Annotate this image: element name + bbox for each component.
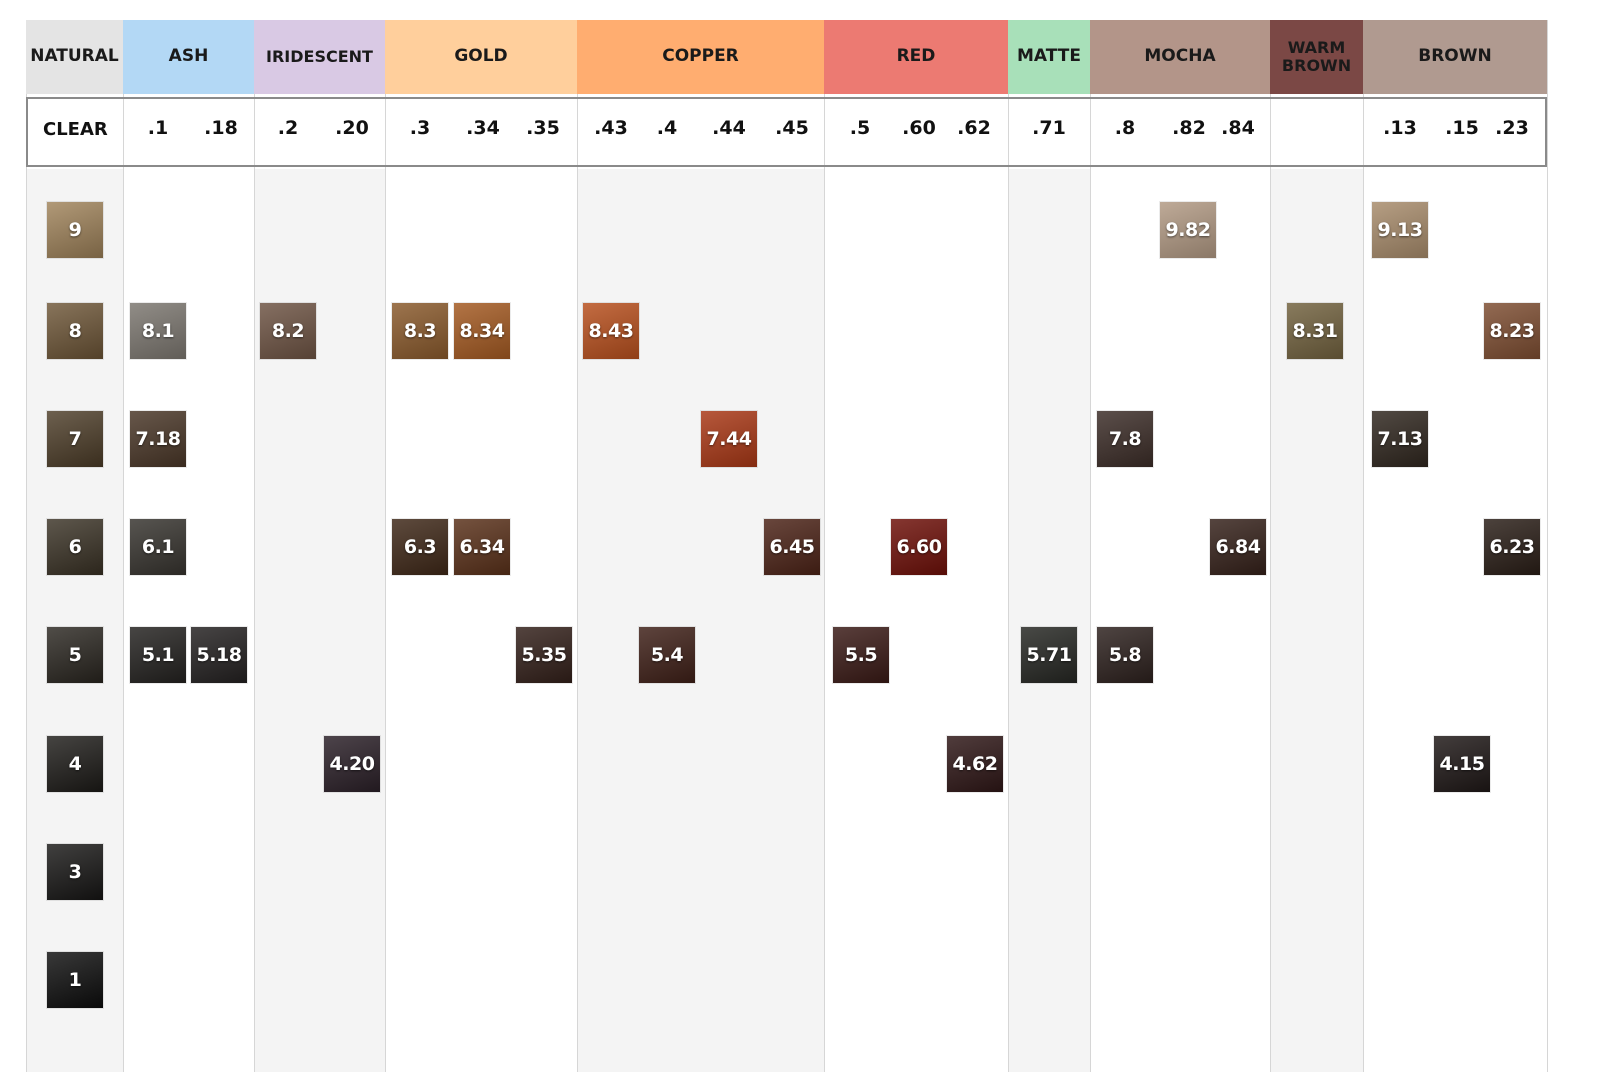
column-divider <box>1363 20 1364 1072</box>
shade-swatch: 9.13 <box>1372 202 1428 258</box>
shade-swatch: 8.1 <box>130 303 186 359</box>
shade-swatch: 4.15 <box>1434 736 1490 792</box>
tone-code-copper: .43 <box>594 117 628 139</box>
tone-code-red: .62 <box>957 117 991 139</box>
shade-swatch: 7.8 <box>1097 411 1153 467</box>
shade-swatch: 9.82 <box>1160 202 1216 258</box>
family-header-ash: ASH <box>123 20 254 94</box>
tone-code-brown: .15 <box>1445 117 1479 139</box>
family-header-matte: MATTE <box>1008 20 1090 94</box>
column-divider <box>123 20 124 1072</box>
tone-code-gold: .35 <box>526 117 560 139</box>
shade-swatch: 6.84 <box>1210 519 1266 575</box>
tone-code-copper: .45 <box>775 117 809 139</box>
family-header-warm-brown: WARM BROWN <box>1270 20 1363 94</box>
shade-swatch: 8.2 <box>260 303 316 359</box>
tone-code-mocha: .84 <box>1221 117 1255 139</box>
column-divider <box>385 20 386 1072</box>
shade-swatch: 8.23 <box>1484 303 1540 359</box>
shade-swatch: 7.18 <box>130 411 186 467</box>
shade-swatch: 6.34 <box>454 519 510 575</box>
clear-label: CLEAR <box>43 119 108 140</box>
shade-swatch: 7.44 <box>701 411 757 467</box>
shade-swatch: 5.71 <box>1021 627 1077 683</box>
shade-swatch: 6.60 <box>891 519 947 575</box>
shade-swatch: 6.1 <box>130 519 186 575</box>
shade-swatch: 5.8 <box>1097 627 1153 683</box>
tone-code-matte: .71 <box>1032 117 1066 139</box>
natural-swatch: 8 <box>47 303 103 359</box>
shade-swatch: 6.23 <box>1484 519 1540 575</box>
column-background-matte <box>1008 169 1090 1072</box>
shade-swatch: 5.35 <box>516 627 572 683</box>
shade-swatch: 5.5 <box>833 627 889 683</box>
natural-swatch: 1 <box>47 952 103 1008</box>
tone-code-brown: .13 <box>1383 117 1417 139</box>
tone-code-iridescent: .20 <box>335 117 369 139</box>
natural-swatch: 6 <box>47 519 103 575</box>
shade-swatch: 8.43 <box>583 303 639 359</box>
natural-swatch: 4 <box>47 736 103 792</box>
tone-code-gold: .3 <box>409 117 431 139</box>
column-divider <box>1547 20 1548 1072</box>
shade-swatch: 5.18 <box>191 627 247 683</box>
tone-code-ash: .18 <box>204 117 238 139</box>
shade-swatch: 4.20 <box>324 736 380 792</box>
family-header-iridescent: IRIDESCENT <box>254 20 385 94</box>
shade-swatch: 8.31 <box>1287 303 1343 359</box>
natural-swatch: 3 <box>47 844 103 900</box>
natural-swatch: 7 <box>47 411 103 467</box>
family-header-gold: GOLD <box>385 20 577 94</box>
family-header-red: RED <box>824 20 1008 94</box>
shade-swatch: 5.4 <box>639 627 695 683</box>
column-divider <box>577 20 578 1072</box>
family-header-brown: BROWN <box>1363 20 1547 94</box>
shade-swatch: 5.1 <box>130 627 186 683</box>
shade-swatch: 8.3 <box>392 303 448 359</box>
shade-swatch: 8.34 <box>454 303 510 359</box>
column-divider <box>1090 20 1091 1072</box>
code-row <box>26 97 1547 167</box>
tone-code-red: .60 <box>902 117 936 139</box>
column-divider <box>254 20 255 1072</box>
family-header-natural: NATURAL <box>26 20 123 94</box>
shade-swatch: 4.62 <box>947 736 1003 792</box>
code-row-right-border <box>1545 97 1547 167</box>
tone-code-ash: .1 <box>147 117 169 139</box>
tone-code-copper: .4 <box>656 117 678 139</box>
tone-code-red: .5 <box>849 117 871 139</box>
column-divider <box>26 20 27 1072</box>
column-divider <box>1008 20 1009 1072</box>
column-divider <box>824 20 825 1072</box>
tone-code-mocha: .82 <box>1172 117 1206 139</box>
tone-code-mocha: .8 <box>1114 117 1136 139</box>
family-header-copper: COPPER <box>577 20 824 94</box>
family-header-mocha: MOCHA <box>1090 20 1270 94</box>
shade-swatch: 7.13 <box>1372 411 1428 467</box>
tone-code-brown: .23 <box>1495 117 1529 139</box>
tone-code-iridescent: .2 <box>277 117 299 139</box>
natural-swatch: 9 <box>47 202 103 258</box>
shade-swatch: 6.3 <box>392 519 448 575</box>
column-divider <box>1270 20 1271 1072</box>
tone-code-copper: .44 <box>712 117 746 139</box>
code-row-left-border <box>26 97 28 167</box>
shade-swatch: 6.45 <box>764 519 820 575</box>
tone-code-gold: .34 <box>466 117 500 139</box>
natural-swatch: 5 <box>47 627 103 683</box>
